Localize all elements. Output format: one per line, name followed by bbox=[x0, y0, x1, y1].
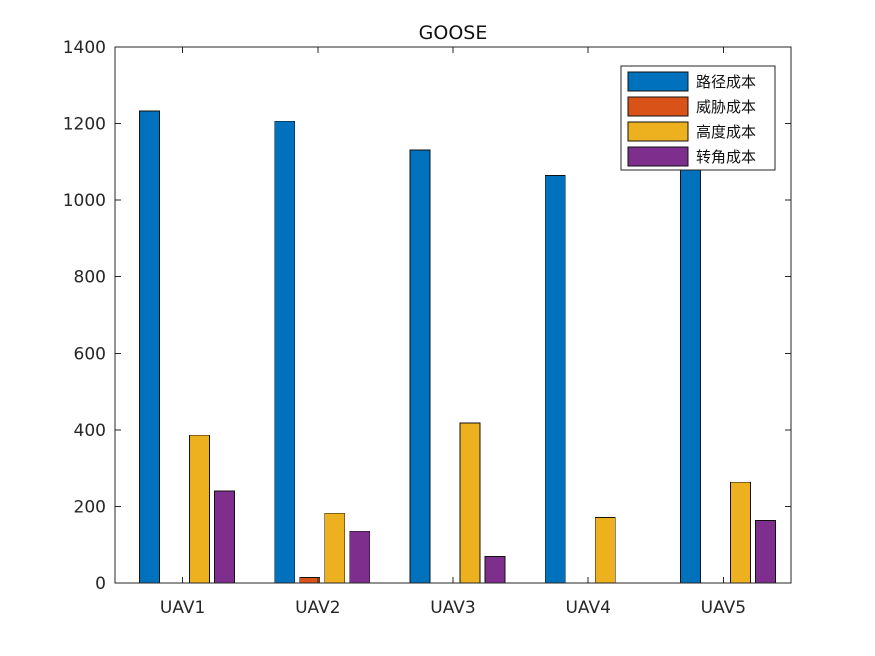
y-tick-label-800: 800 bbox=[74, 268, 106, 288]
y-tick-label-600: 600 bbox=[74, 344, 106, 364]
legend-label-turn-cost: 转角成本 bbox=[696, 148, 756, 166]
bar-uav3-series-1 bbox=[409, 149, 431, 584]
x-tick-label-uav4: UAV4 bbox=[565, 598, 610, 618]
bar-uav3-series-3 bbox=[459, 422, 481, 584]
bar-uav1-series-1 bbox=[139, 110, 161, 584]
legend-label-threat-cost: 威胁成本 bbox=[696, 98, 756, 116]
chart-title: GOOSE bbox=[419, 22, 488, 44]
legend-swatch-path-cost bbox=[627, 71, 689, 92]
x-tick-label-uav2: UAV2 bbox=[295, 598, 340, 618]
bar-uav2-series-4 bbox=[349, 530, 371, 584]
bar-uav5-series-4 bbox=[755, 520, 776, 584]
legend-swatch-height-cost bbox=[627, 121, 689, 142]
legend-swatch-threat-cost bbox=[627, 96, 689, 117]
bar-uav2-series-2 bbox=[299, 577, 321, 584]
bar-uav1-series-3 bbox=[189, 434, 211, 584]
legend-swatch-turn-cost bbox=[627, 146, 689, 167]
x-tick-label-uav3: UAV3 bbox=[430, 598, 475, 618]
bar-uav5-series-1 bbox=[680, 165, 701, 584]
x-tick-label-uav5: UAV5 bbox=[701, 598, 746, 618]
tick-labels-layer: 0 200 400 600 800 1000 1200 1400 UAV1 UAV2 UAV3 UAV… bbox=[63, 38, 746, 618]
legend: 路径成本 威胁成本 高度成本 转角成本 bbox=[620, 65, 776, 171]
legend-label-height-cost: 高度成本 bbox=[696, 123, 756, 141]
y-tick-label-200: 200 bbox=[74, 497, 106, 517]
bars-layer bbox=[139, 110, 776, 584]
y-tick-label-1200: 1200 bbox=[63, 115, 106, 135]
bar-uav4-series-3 bbox=[594, 517, 616, 584]
bar-uav2-series-1 bbox=[274, 120, 296, 584]
x-tick-label-uav1: UAV1 bbox=[160, 598, 205, 618]
y-tick-label-400: 400 bbox=[74, 421, 106, 441]
plot-frame bbox=[114, 46, 792, 584]
y-tick-label-0: 0 bbox=[95, 574, 106, 594]
bar-uav4-series-1 bbox=[544, 175, 566, 584]
bar-uav5-series-3 bbox=[730, 481, 751, 584]
bar-uav1-series-4 bbox=[214, 490, 236, 584]
legend-label-path-cost: 路径成本 bbox=[696, 73, 756, 91]
bar-uav2-series-3 bbox=[324, 512, 346, 584]
bar-uav3-series-4 bbox=[484, 556, 506, 584]
y-tick-label-1400: 1400 bbox=[63, 38, 106, 58]
y-tick-label-1000: 1000 bbox=[63, 191, 106, 211]
